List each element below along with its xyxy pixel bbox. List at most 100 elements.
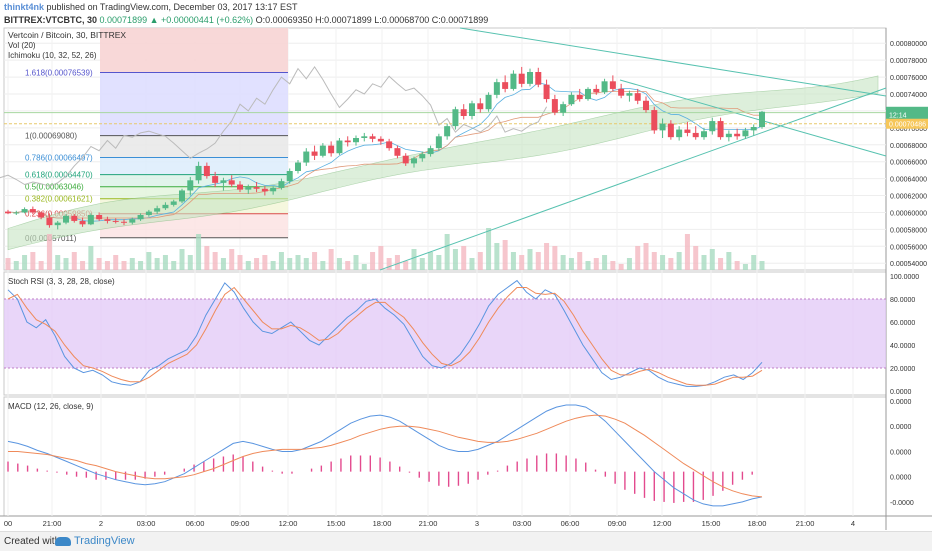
candle-body [319, 145, 326, 156]
candle-body [576, 94, 583, 100]
candle-body [402, 155, 409, 164]
candle-body [750, 127, 757, 131]
volume-bar [63, 258, 69, 270]
candle-body [38, 212, 45, 218]
volume-bar [676, 252, 682, 270]
candle-body [170, 201, 177, 205]
volume-bar [568, 258, 574, 270]
volume-bar [593, 258, 599, 270]
volume-bar [220, 258, 226, 270]
volume-bar [660, 255, 666, 270]
price-tick-label: 0.00060000 [890, 210, 927, 217]
candle-body [518, 73, 525, 84]
time-tick-label: 06:00 [186, 519, 205, 528]
volume-bar [154, 258, 160, 270]
volume-bar [469, 258, 475, 270]
volume-bar [419, 258, 425, 270]
volume-bar [386, 258, 392, 270]
macd-title: MACD (12, 26, close, 9) [8, 402, 94, 411]
volume-bar [196, 234, 202, 270]
price-tick-label: 0.00076000 [890, 75, 927, 82]
candle-body [435, 136, 442, 149]
volume-bar [113, 255, 119, 270]
candle-body [469, 103, 475, 116]
candle-body [369, 136, 376, 139]
time-tick-label: 00 [4, 519, 12, 528]
candle-body [527, 72, 533, 84]
volume-bar [411, 249, 417, 270]
candle-body [286, 171, 293, 182]
candle-body [46, 217, 53, 226]
candle-body [684, 129, 691, 133]
candle-body [535, 72, 542, 85]
candle-body [419, 154, 426, 159]
candle-body [659, 123, 666, 131]
candle-body [386, 141, 393, 149]
author-name[interactable]: thinkt4nk [4, 2, 45, 12]
candle-body [692, 132, 699, 138]
price-tick-label: 0.00068000 [890, 143, 927, 150]
candle-body [676, 129, 683, 138]
candle-body [220, 180, 227, 183]
fib-zone [100, 174, 288, 187]
footer: Created with TradingView [0, 531, 932, 551]
volume-bar [544, 243, 550, 270]
candle-body [195, 165, 202, 181]
candle-body [145, 211, 152, 215]
volume-bar [651, 252, 657, 270]
macd-line [7, 404, 763, 507]
stoch-rsi-title: Stoch RSI (3, 3, 28, 28, close) [8, 277, 115, 286]
fib-level-label: 0.786(0.00066497) [25, 153, 93, 162]
candle-body [593, 88, 600, 93]
ichimoku-conversion-line [7, 82, 763, 222]
candle-body [79, 220, 86, 225]
candle-body [725, 133, 732, 138]
ichimoku-lagging-span [0, 66, 548, 187]
candle-body [353, 138, 359, 143]
candle-body [154, 208, 161, 212]
candle-body [502, 82, 509, 89]
volume-bar [254, 258, 260, 270]
volume-bar [303, 258, 309, 270]
price-tick-label: 0.00058000 [890, 227, 927, 234]
volume-bar [361, 264, 367, 270]
volume-bar [38, 261, 44, 270]
candle-body [228, 180, 235, 185]
price-tick-label: 0.00056000 [890, 244, 927, 251]
candle-body [485, 94, 492, 110]
volume-bar [502, 240, 508, 270]
symbol-name: BITTREX:VTCBTC, 30 [4, 15, 98, 25]
chart-canvas[interactable]: 1.618(0.00076539) 1(0.00069080) 0.786(0.00… [0, 0, 932, 531]
macd-signal-line [8, 414, 763, 498]
candle-body [411, 158, 417, 164]
candle-body [96, 215, 103, 220]
candle-body [203, 165, 210, 177]
brand-name: TradingView [74, 535, 135, 547]
time-tick-label: 21:00 [796, 519, 815, 528]
stoch-tick-label: 60.0000 [890, 320, 915, 327]
candle-body [394, 148, 401, 156]
fib-zone-top [100, 28, 288, 73]
ichimoku-base-line [7, 91, 762, 219]
volume-bar [138, 261, 144, 270]
tradingview-logo[interactable]: TradingView [55, 535, 135, 547]
volume-bar [452, 249, 458, 270]
volume-bar [71, 252, 77, 270]
volume-bar [394, 255, 400, 270]
time-tick-label: 06:00 [561, 519, 580, 528]
volume-bar [602, 255, 608, 270]
volume-bar [295, 255, 301, 270]
volume-bar [80, 261, 86, 270]
time-tick-label: 15:00 [327, 519, 346, 528]
volume-bar [171, 261, 177, 270]
volume-bar [121, 261, 127, 270]
candle-body [477, 103, 484, 110]
volume-bar [618, 264, 624, 270]
volume-bar [237, 255, 243, 270]
price-tick-label: 0.00080000 [890, 41, 927, 48]
ichimoku-cloud [7, 75, 879, 251]
candle-body [162, 204, 169, 209]
fib-level-label: 1.618(0.00076539) [25, 69, 93, 78]
candle-body [311, 151, 318, 156]
candle-body [717, 121, 724, 138]
